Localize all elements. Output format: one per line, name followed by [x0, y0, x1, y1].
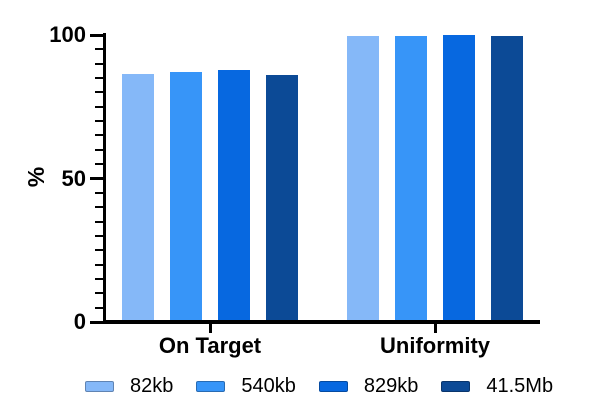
y-axis-minor-tick	[95, 62, 103, 65]
y-axis-minor-tick	[95, 263, 103, 266]
y-axis-minor-tick	[95, 105, 103, 108]
x-category-label: Uniformity	[380, 333, 490, 358]
y-axis-line	[103, 33, 106, 324]
y-axis-minor-tick	[95, 206, 103, 209]
y-axis-major-tick	[90, 320, 103, 324]
y-axis-minor-tick	[95, 148, 103, 151]
y-axis-minor-tick	[95, 120, 103, 123]
legend-swatch	[196, 380, 226, 392]
x-axis-group-tick	[208, 324, 212, 333]
legend-item: 829kb	[318, 375, 419, 397]
bar-540kb-on-target	[170, 72, 202, 320]
y-axis-minor-tick	[95, 277, 103, 280]
legend-label: 829kb	[363, 375, 419, 397]
y-axis-minor-tick	[95, 48, 103, 51]
y-axis-minor-tick	[95, 306, 103, 309]
legend-swatch	[318, 380, 348, 392]
bar-540kb-uniformity	[395, 35, 427, 320]
bar-82kb-uniformity	[347, 36, 379, 320]
y-axis-major-tick	[90, 177, 103, 180]
y-tick-label: 100	[49, 22, 86, 47]
legend-item: 82kb	[85, 375, 173, 397]
legend-label: 82kb	[130, 375, 174, 397]
y-tick-label: 50	[61, 165, 86, 191]
bar-829kb-uniformity	[443, 35, 475, 320]
y-axis-major-tick	[90, 33, 103, 37]
y-axis-minor-tick	[95, 134, 103, 137]
y-axis-minor-tick	[95, 77, 103, 80]
y-tick-label: 0	[73, 309, 86, 334]
x-axis-group-tick	[433, 324, 437, 333]
y-axis-minor-tick	[95, 191, 103, 194]
legend-label: 41.5Mb	[486, 375, 554, 397]
legend-label: 540kb	[241, 375, 296, 397]
legend-item: 41.5Mb	[441, 375, 553, 397]
y-axis-minor-tick	[95, 220, 103, 223]
x-category-label: On Target	[158, 333, 262, 358]
legend-item: 540kb	[196, 375, 296, 397]
legend-swatch	[441, 380, 471, 392]
y-axis-minor-tick	[95, 249, 103, 252]
bar-82kb-on-target	[122, 74, 154, 320]
legend: 82kb 540kb 829kb 41.5Mb	[85, 374, 553, 398]
y-axis-minor-tick	[95, 163, 103, 166]
x-axis-line	[103, 320, 540, 324]
legend-swatch	[85, 380, 114, 392]
y-axis-minor-tick	[95, 234, 103, 237]
y-axis-minor-tick	[95, 292, 103, 295]
y-axis-minor-tick	[95, 91, 103, 94]
bar-41.5Mb-on-target	[266, 75, 298, 320]
bar-41.5Mb-uniformity	[491, 35, 523, 320]
bar-829kb-on-target	[218, 70, 250, 320]
